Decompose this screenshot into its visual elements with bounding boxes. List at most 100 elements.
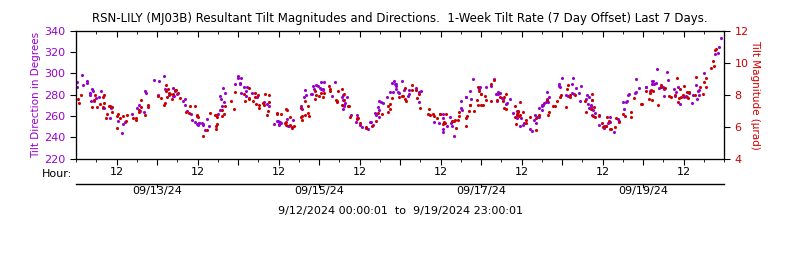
Point xyxy=(646,79,659,83)
Point xyxy=(670,90,682,94)
Point xyxy=(337,93,350,97)
Point xyxy=(110,114,123,118)
Point xyxy=(343,104,356,108)
Point xyxy=(651,103,664,107)
Point xyxy=(595,121,608,125)
Point xyxy=(181,109,194,113)
Point xyxy=(166,86,179,90)
Point xyxy=(151,93,164,97)
Point xyxy=(526,129,538,133)
Point xyxy=(436,127,449,131)
Point xyxy=(263,92,276,97)
Point xyxy=(218,112,230,116)
Point xyxy=(363,120,376,124)
Point xyxy=(330,99,343,103)
Point xyxy=(411,95,424,100)
Point xyxy=(531,115,544,119)
Point xyxy=(314,86,326,90)
Point xyxy=(513,114,526,118)
Point xyxy=(488,77,501,81)
Point xyxy=(329,80,342,84)
Point xyxy=(197,122,210,126)
Point xyxy=(535,108,548,112)
Point xyxy=(437,130,450,134)
Point xyxy=(167,94,180,98)
Point xyxy=(204,111,217,115)
Point xyxy=(566,76,579,80)
Point xyxy=(510,112,523,116)
Point xyxy=(520,121,533,125)
Point xyxy=(335,95,348,99)
Point xyxy=(171,92,184,96)
Point xyxy=(446,124,458,129)
Point xyxy=(669,93,682,97)
Point xyxy=(338,101,351,105)
Point xyxy=(189,104,202,108)
Point xyxy=(535,104,548,108)
Point xyxy=(170,88,182,92)
Point xyxy=(116,114,129,118)
Point xyxy=(496,96,509,100)
Point xyxy=(354,123,366,127)
Point xyxy=(335,102,348,106)
Point xyxy=(287,118,300,122)
Point xyxy=(71,84,84,89)
Point xyxy=(699,76,712,80)
Point xyxy=(309,89,322,93)
Point xyxy=(159,87,172,91)
Point xyxy=(463,89,476,93)
Point xyxy=(310,93,322,97)
Point xyxy=(480,98,493,102)
Point xyxy=(490,92,503,96)
Point xyxy=(529,115,542,120)
Point xyxy=(228,90,241,94)
Point xyxy=(216,104,229,108)
Point xyxy=(238,84,250,89)
Point xyxy=(337,107,350,111)
Point xyxy=(422,107,435,111)
Point xyxy=(553,84,566,88)
Point xyxy=(586,92,598,96)
Point xyxy=(559,92,572,97)
Point xyxy=(115,131,128,135)
Point xyxy=(670,76,683,80)
Point xyxy=(542,100,555,104)
Point xyxy=(373,115,386,119)
Point xyxy=(644,91,657,95)
Point xyxy=(139,89,152,93)
Point xyxy=(625,110,638,114)
Point xyxy=(501,101,514,105)
Point xyxy=(618,114,631,119)
Point xyxy=(278,121,291,125)
Point xyxy=(464,98,477,102)
Point xyxy=(514,113,526,118)
Point xyxy=(200,117,213,121)
Point xyxy=(440,123,453,127)
Point xyxy=(341,95,354,99)
Point xyxy=(71,97,84,101)
Point xyxy=(507,111,520,115)
Point xyxy=(317,95,330,99)
Point xyxy=(406,83,418,87)
Point xyxy=(533,115,546,119)
Point xyxy=(601,115,614,119)
Point xyxy=(371,111,384,115)
Point xyxy=(178,97,191,101)
Point xyxy=(366,124,378,129)
Point xyxy=(710,47,722,51)
Point xyxy=(570,86,582,90)
Point xyxy=(154,96,167,100)
Point xyxy=(231,74,244,78)
Point xyxy=(85,99,98,103)
Point xyxy=(533,106,546,110)
Point xyxy=(402,94,414,98)
Point xyxy=(294,115,307,119)
Point xyxy=(270,111,283,115)
Point xyxy=(686,93,699,98)
Point xyxy=(681,90,694,94)
Point xyxy=(288,124,301,129)
Point xyxy=(610,116,622,121)
Point xyxy=(330,100,343,104)
Point xyxy=(263,104,276,108)
Point xyxy=(359,126,372,130)
